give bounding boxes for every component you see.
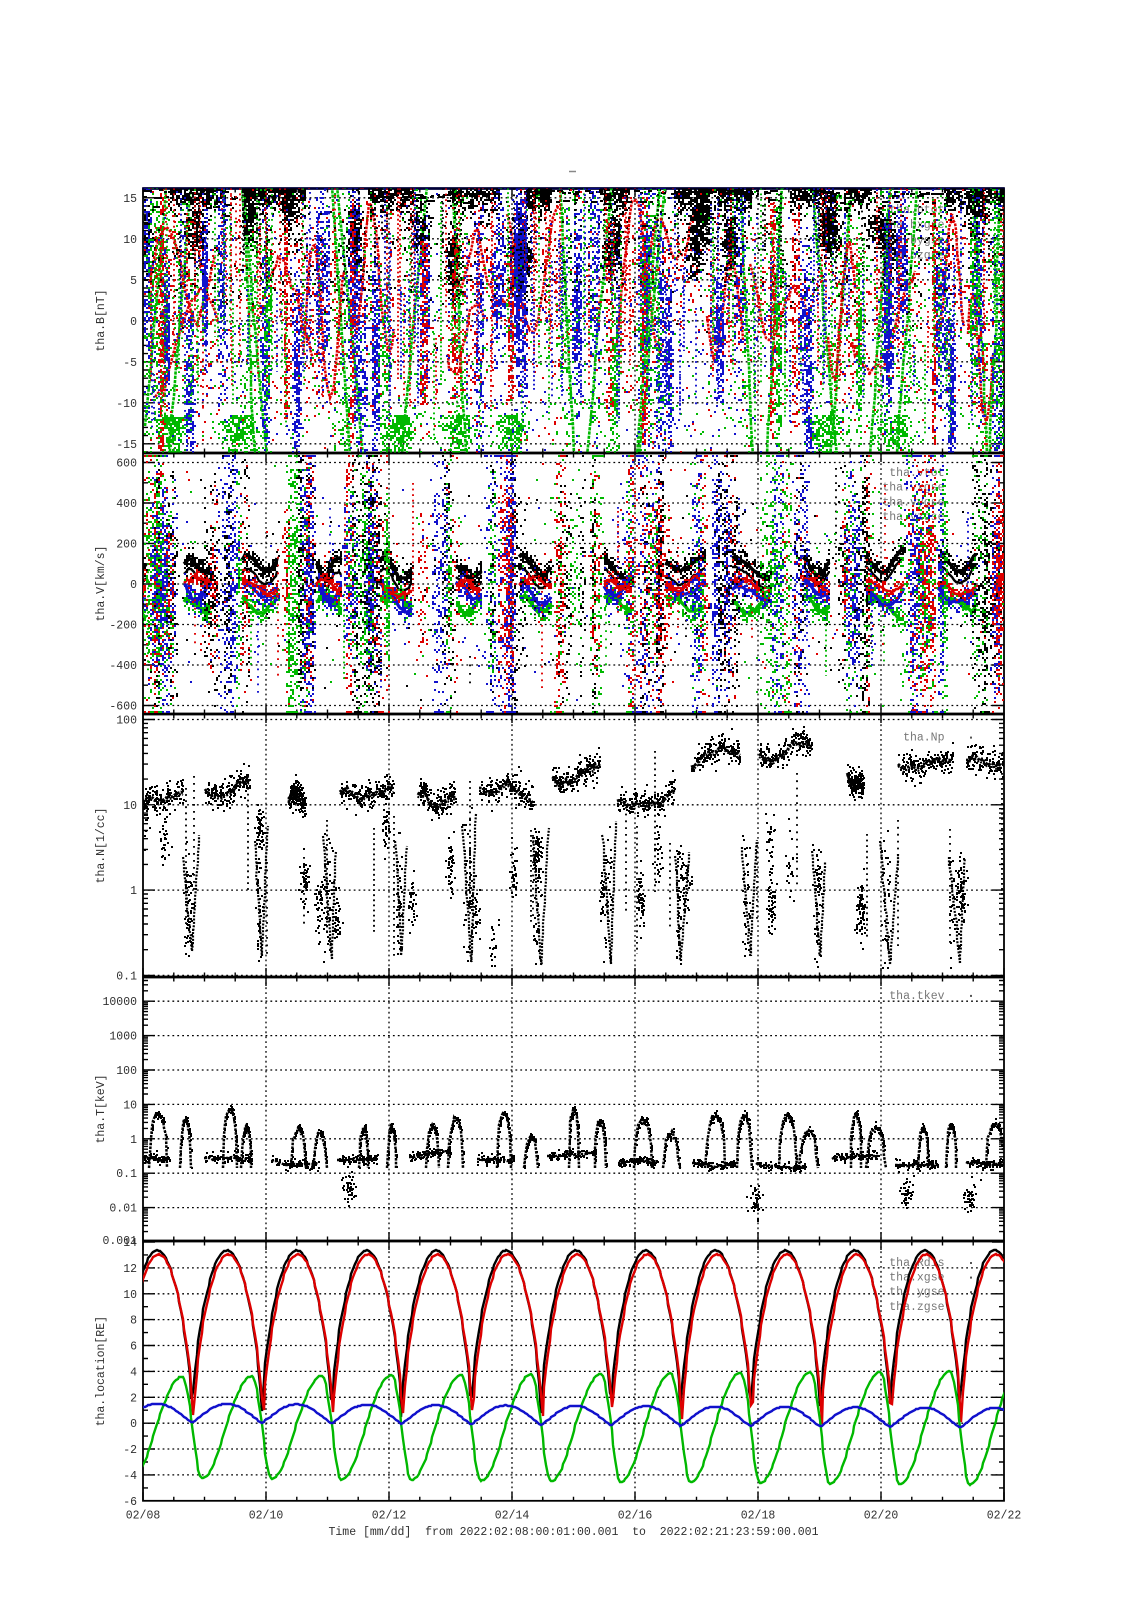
svg-text:6: 6 [130, 1341, 137, 1354]
svg-text:8: 8 [130, 1315, 137, 1328]
svg-text:0.001: 0.001 [102, 1235, 137, 1248]
svg-text:02/22: 02/22 [987, 1510, 1022, 1523]
svg-text:02/10: 02/10 [249, 1510, 284, 1523]
svg-text:0: 0 [130, 579, 137, 592]
svg-text:-10: -10 [116, 398, 137, 411]
svg-text:tha.zgse: tha.zgse [889, 1301, 944, 1314]
svg-text:-15: -15 [116, 439, 137, 452]
svg-text:02/12: 02/12 [372, 1510, 407, 1523]
svg-text:tha.location[RE]: tha.location[RE] [95, 1316, 108, 1426]
svg-text:1: 1 [130, 1134, 137, 1147]
svg-text:-4: -4 [123, 1470, 137, 1483]
svg-text:02/16: 02/16 [618, 1510, 653, 1523]
svg-text:12: 12 [123, 1263, 137, 1276]
svg-text:-5: -5 [123, 357, 137, 370]
svg-text:tha.vtot: tha.vtot [889, 467, 944, 480]
svg-text:1: 1 [130, 885, 137, 898]
svg-text:0.1: 0.1 [116, 970, 137, 983]
svg-text:02/18: 02/18 [741, 1510, 776, 1523]
svg-text:-6: -6 [123, 1496, 137, 1509]
svg-text:tha.vygse: tha.vygse [882, 496, 944, 509]
svg-text:0: 0 [130, 1418, 137, 1431]
svg-text:15: 15 [123, 193, 137, 206]
svg-text:-2: -2 [123, 1444, 137, 1457]
svg-text:10: 10 [123, 1289, 137, 1302]
svg-text:10000: 10000 [102, 996, 137, 1009]
svg-text:5: 5 [130, 275, 137, 288]
svg-text:10: 10 [123, 1099, 137, 1112]
svg-text:tha.xgse: tha.xgse [889, 1272, 944, 1285]
svg-text:tha.ygse: tha.ygse [889, 1286, 944, 1299]
svg-text:1000: 1000 [109, 1031, 137, 1044]
svg-text:4: 4 [130, 1366, 137, 1379]
svg-text:0: 0 [130, 316, 137, 329]
svg-text:10: 10 [123, 800, 137, 813]
svg-text:tha.tkev: tha.tkev [889, 990, 944, 1003]
svg-text:-400: -400 [109, 660, 137, 673]
svg-text:tha.N[1/cc]: tha.N[1/cc] [95, 808, 108, 884]
svg-text:02/20: 02/20 [864, 1510, 899, 1523]
svg-text:10: 10 [123, 234, 137, 247]
svg-text:02/14: 02/14 [495, 1510, 530, 1523]
svg-text:tha.B[nT]: tha.B[nT] [95, 289, 108, 351]
svg-text:100: 100 [116, 715, 137, 728]
svg-text:Time [mm/dd] from 2022:02:08:: Time [mm/dd] from 2022:02:08:00:01:00.00… [329, 1526, 819, 1539]
svg-text:-200: -200 [109, 620, 137, 633]
svg-text:tha.Np: tha.Np [903, 732, 945, 745]
svg-text:2: 2 [130, 1392, 137, 1405]
svg-text:tha.T[keV]: tha.T[keV] [95, 1074, 108, 1143]
svg-text:-600: -600 [109, 701, 137, 714]
svg-text:200: 200 [116, 539, 137, 552]
svg-text:tha.V[km/s]: tha.V[km/s] [95, 546, 108, 622]
svg-text:02/08: 02/08 [126, 1510, 161, 1523]
svg-text:600: 600 [116, 458, 137, 471]
svg-text:14: 14 [123, 1237, 137, 1250]
svg-text:0.1: 0.1 [116, 1168, 137, 1181]
svg-text:100: 100 [116, 1065, 137, 1078]
svg-text:400: 400 [116, 498, 137, 511]
svg-text:0.01: 0.01 [109, 1203, 137, 1216]
